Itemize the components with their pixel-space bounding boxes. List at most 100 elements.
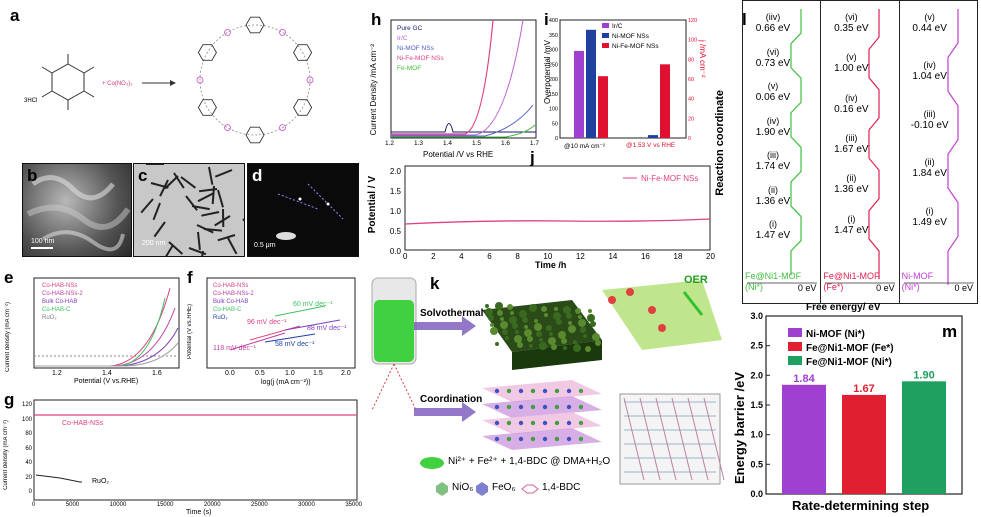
legend-swatch [602, 43, 609, 48]
axis-label-m-x: Rate-determining step [792, 498, 930, 513]
crystal-lattice [619, 393, 721, 485]
legend-swatch [788, 342, 802, 351]
tick-label: 20 [688, 116, 694, 122]
axis-label-l-x: Free energy/ eV [806, 302, 881, 313]
panel-j: j Potential / V 2.0 1.5 1.0 0.5 0.0 Ni-F… [365, 148, 715, 270]
step-energy: 1.36 eV [755, 196, 791, 207]
legend-swatch [788, 356, 802, 365]
energy-path [825, 9, 896, 284]
series-label: Co-HAB-NSs [62, 420, 104, 427]
step-energy: 1.36 eV [834, 184, 869, 195]
tafel-slope-label: 58 mV dec⁻¹ [275, 341, 315, 348]
step-tag: (i) [769, 219, 777, 229]
tick-label: 1.4 [102, 370, 112, 377]
tick-label: 2.5 [750, 341, 763, 351]
legend-text: Ni-Fe-MOF NSs [612, 43, 659, 50]
tick-label: 1.5 [750, 400, 763, 410]
legend-h: Pure GC Ir/C Ni-MOF NSs Ni-Fe-MOF NSs Fe… [397, 24, 444, 74]
tick-label: 0 [403, 252, 408, 261]
legend-item: Co-HAB-C [42, 307, 71, 313]
legend-f: Co-HAB-NSs Co-HAB-NSs-2 Bulk Co-HAB Co-H… [213, 282, 254, 322]
step-energy: 1.67 eV [834, 144, 869, 155]
bar [782, 384, 826, 494]
recipe-text: Ni²⁺ + Fe²⁺ + 1,4-BDC @ DMA+H₂O [448, 456, 611, 467]
x-ticks-g: 0 5000 10000 15000 20000 25000 30000 350… [32, 502, 362, 508]
legend-item: Ni-MOF NSs [397, 45, 434, 52]
tafel-slope-label: 96 mV dec⁻¹ [247, 319, 287, 326]
step-tag: (iv) [923, 60, 936, 70]
tafel-plot-f [206, 277, 356, 369]
tick-label: 20 [706, 252, 715, 261]
tick-label: 35000 [345, 502, 362, 508]
tick-label: 10 [543, 252, 553, 261]
energy-step: (v) 0.44 eV [904, 11, 956, 35]
nanorod [242, 218, 244, 222]
tick-label: 150 [549, 92, 558, 98]
step-tag: (v) [924, 12, 935, 22]
legend-item: Pure GC [397, 25, 423, 32]
tick-label: 1.0 [750, 430, 763, 440]
nanorod [217, 189, 224, 208]
step-tag: (i) [847, 214, 856, 224]
bar-value-label: 1.67 [853, 383, 874, 395]
legend-swatch [788, 328, 802, 337]
tick-label: 120 [22, 402, 33, 408]
nio6-icon [436, 482, 448, 496]
tick-label: 2.0 [341, 370, 351, 377]
nanorod [153, 221, 166, 238]
tick-label: 0.5 [255, 370, 265, 377]
legend-feo6: FeO₆ [492, 482, 516, 493]
nanorod [180, 176, 197, 189]
energy-step: (vi) 0.35 eV [825, 11, 877, 35]
step-energy: 1.74 eV [755, 161, 791, 172]
legend-item: Ni-Fe-MOF NSs [397, 55, 444, 62]
panel-label-e: e [4, 268, 14, 287]
nanorod [164, 175, 179, 190]
x-ticks-h: 1.2 1.3 1.4 1.5 1.6 1.7 [385, 140, 539, 147]
tick-label: 4 [459, 252, 464, 261]
nanorod [201, 250, 204, 256]
step-energy: 1.47 eV [755, 230, 791, 241]
tick-label: 1.5 [313, 370, 323, 377]
tick-label: 0 [32, 502, 36, 508]
axis-label-f-y: Potential (V vs.RHE) [187, 304, 193, 360]
step-tag: (vi) [845, 12, 858, 22]
energy-step: (i) 1.49 eV [904, 205, 956, 229]
arrow-solvothermal [414, 316, 476, 336]
legend-m: Ni-MOF (Ni*) Fe@Ni1-MOF (Fe*) Fe@Ni1-MOF… [788, 328, 894, 370]
tick-label: 100 [688, 38, 697, 44]
tick-label: 20000 [203, 502, 221, 508]
energy-step: (v) 0.06 eV [747, 80, 799, 104]
tick-label: 1.4 [442, 140, 453, 147]
energy-step: (iii) 1.74 eV [747, 149, 799, 173]
bar [902, 381, 946, 494]
axis-label-j-y: Potential / V [367, 176, 378, 234]
label-oer: OER [684, 274, 708, 286]
zero-energy: 0 eV [797, 283, 817, 293]
energy-step: (iii) -0.10 eV [904, 108, 956, 132]
tick-label: 400 [549, 18, 558, 24]
step-tag: (iii) [845, 133, 858, 143]
tick-label: 60 [688, 77, 694, 83]
zero-energy: 0 eV [954, 283, 973, 293]
legend-nio6: NiO₆ [452, 482, 474, 493]
step-tag: (ii) [924, 157, 935, 167]
legend-item: Co-HAB-NSs [213, 283, 249, 289]
oer-sheet [602, 280, 722, 350]
scale-bar-c: 200 nm [142, 240, 166, 247]
energy-step: (ii) 1.36 eV [747, 184, 799, 208]
y-ticks-j: 2.0 1.5 1.0 0.5 0.0 [385, 162, 401, 262]
tick-label: 0.0 [750, 489, 763, 499]
bar [660, 64, 670, 139]
tick-label: 60 [25, 445, 32, 452]
lsv-plot-e [33, 277, 180, 369]
nanorod [227, 237, 238, 255]
sem-image-b: b 100 nm [22, 163, 132, 257]
label-coordination: Coordination [420, 394, 483, 405]
axis-label-h-x: Potential /V vs RHE [423, 150, 494, 159]
step-tag: (ii) [846, 173, 857, 183]
legend-text: Ni-MOF (Ni*) [806, 329, 865, 340]
panel-label-h: h [371, 10, 382, 29]
column-fe-ni1-mof-fe: (vi) 0.35 eV (v) 1.00 eV (iv) 0.16 eV (iii) 1.6… [821, 1, 900, 303]
group-label: @1.53 V vs RHE [626, 142, 676, 149]
